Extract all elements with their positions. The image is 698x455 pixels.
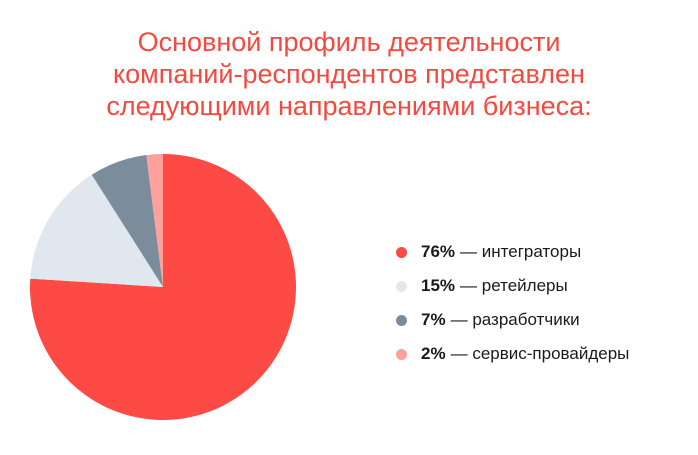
legend-label: интеграторы: [481, 242, 582, 261]
pie-chart: [30, 154, 296, 420]
chart-title-line-3: следующими направлениями бизнеса:: [106, 91, 592, 121]
legend-item-retailers: 15% — ретейлеры: [396, 269, 629, 303]
chart-title-line-1: Основной профиль деятельности: [137, 27, 561, 57]
legend-item-developers: 7% — разработчики: [396, 303, 629, 337]
legend-separator: —: [450, 310, 468, 329]
pie-slice-retailers: [30, 174, 163, 287]
legend-label: ретейлеры: [481, 276, 568, 295]
legend-separator: —: [460, 242, 478, 261]
legend-separator: —: [450, 344, 468, 363]
legend-swatch: [396, 314, 407, 326]
chart-title-line-2: компаний-респондентов представлен: [113, 59, 585, 89]
legend-percent: 15%: [421, 276, 456, 295]
chart-legend: 76% — интеграторы 15% — ретейлеры 7% — р…: [396, 235, 629, 371]
legend-swatch: [396, 246, 407, 258]
pie-slice-developers: [91, 155, 163, 287]
legend-percent: 2%: [421, 344, 446, 363]
legend-swatch: [396, 280, 407, 292]
legend-item-integrators: 76% — интеграторы: [396, 235, 629, 269]
pie-slice-service-providers: [146, 154, 163, 287]
legend-separator: —: [460, 276, 478, 295]
legend-percent: 7%: [421, 310, 446, 329]
legend-swatch: [396, 348, 407, 360]
legend-item-service-providers: 2% — сервис-провайдеры: [396, 337, 629, 371]
legend-label: сервис-провайдеры: [472, 344, 630, 363]
legend-percent: 76%: [421, 242, 456, 261]
chart-title: Основной профиль деятельности компаний-р…: [0, 26, 698, 122]
legend-label: разработчики: [472, 310, 580, 329]
